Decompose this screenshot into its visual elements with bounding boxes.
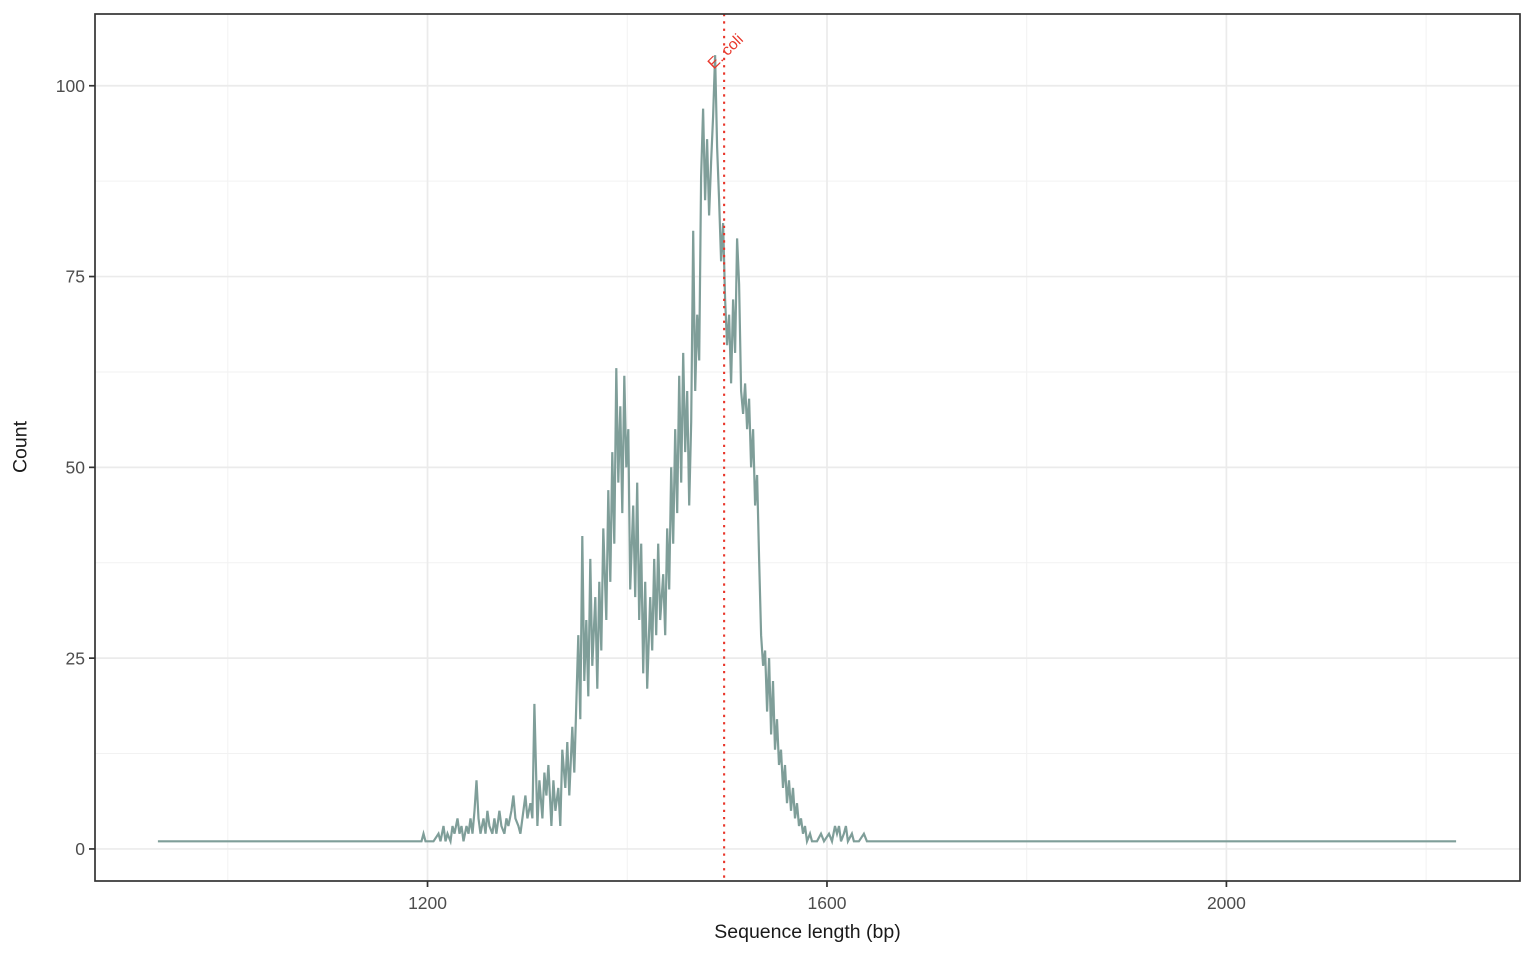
x-tick-label: 1200 [408, 893, 447, 913]
y-axis-title: Count [9, 420, 32, 474]
y-tick-label: 100 [56, 76, 85, 96]
freqpoly-line [157, 55, 1457, 846]
y-tick-label: 50 [66, 457, 86, 477]
y-tick-label: 25 [66, 648, 85, 668]
x-axis-title: Sequence length (bp) [714, 921, 901, 943]
panel-border [94, 13, 1521, 882]
y-tick-label: 75 [66, 267, 85, 287]
x-tick-label: 1600 [808, 893, 847, 913]
x-tick-label: 2000 [1207, 893, 1246, 913]
y-tick-label: 0 [75, 839, 85, 859]
